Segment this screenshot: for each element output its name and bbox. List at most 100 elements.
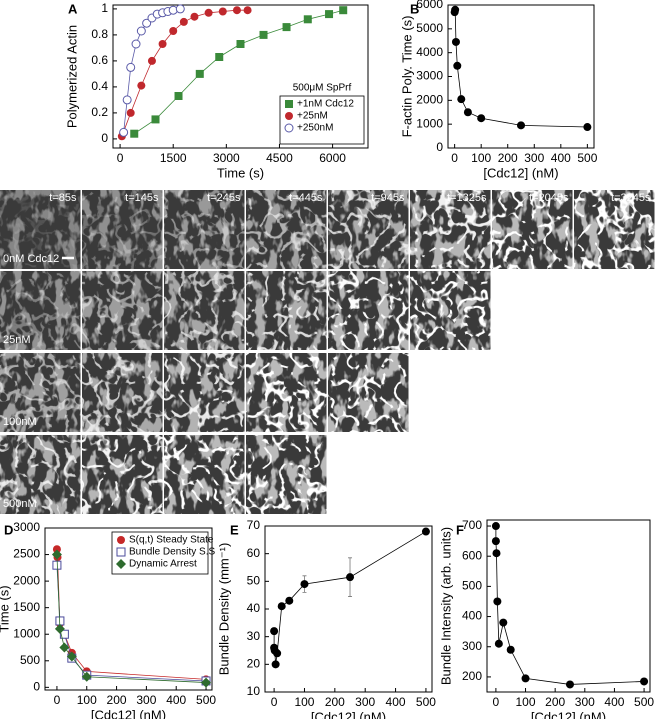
- legend-box: [279, 95, 365, 145]
- image-filaments: [246, 271, 327, 350]
- marker: [136, 26, 146, 36]
- y-tick-label: 2500: [13, 547, 40, 561]
- x-tick-label: 100: [516, 695, 536, 709]
- marker: [325, 10, 334, 19]
- image-filaments: [82, 271, 163, 350]
- image-filaments: [0, 435, 81, 514]
- micrograph: [410, 271, 491, 350]
- x-tick-label: 300: [524, 151, 544, 165]
- marker: [640, 677, 649, 686]
- series-line: [56, 554, 207, 683]
- y-tick-label: 3000: [416, 69, 443, 83]
- x-tick-label: 500: [634, 695, 654, 709]
- micrograph: [574, 190, 655, 269]
- y-tick-label: 2000: [13, 573, 40, 587]
- x-tick-label: 1500: [160, 151, 187, 165]
- y-tick-label: 0.4: [91, 79, 108, 93]
- legend-box: [111, 531, 209, 575]
- image-filaments: [0, 271, 81, 350]
- image-filaments: [82, 190, 163, 269]
- y-tick-label: 0: [101, 131, 108, 145]
- y-tick-label: 1: [101, 1, 108, 15]
- marker: [126, 108, 135, 117]
- marker: [491, 522, 500, 531]
- marker: [451, 5, 460, 14]
- marker: [583, 123, 592, 132]
- x-tick-label: 100: [77, 693, 97, 707]
- x-tick-label: 6000: [319, 151, 346, 165]
- x-tick-label: 4500: [266, 151, 293, 165]
- y-tick-label: 40: [247, 601, 261, 615]
- y-tick-label: 2000: [416, 93, 443, 107]
- y-tick-label: 1000: [13, 626, 40, 640]
- marker: [453, 61, 462, 70]
- y-tick-label: 3000: [13, 520, 40, 534]
- micrograph: [0, 271, 81, 350]
- legend-marker: [284, 123, 294, 133]
- micrograph: [246, 190, 327, 269]
- legend-title: 500μM SpPrf: [293, 83, 352, 94]
- micrograph: [164, 190, 245, 269]
- marker: [277, 602, 286, 611]
- marker: [565, 680, 574, 689]
- y-tick-label: 70: [247, 518, 261, 532]
- row-label: 0nM Cdc12: [3, 253, 59, 265]
- y-tick-label: 4000: [416, 45, 443, 59]
- row-label: 500nM: [3, 498, 37, 510]
- time-label: t=445s: [289, 192, 323, 204]
- micrograph: [82, 353, 163, 432]
- y-tick-label: 600: [462, 548, 482, 562]
- marker: [147, 56, 156, 65]
- x-tick-label: 400: [386, 695, 406, 709]
- micrograph: [0, 190, 81, 269]
- x-axis-label: Time (s): [217, 165, 264, 180]
- image-filaments: [164, 271, 245, 350]
- marker: [52, 545, 61, 554]
- y-tick-label: 700: [462, 518, 482, 532]
- marker: [174, 92, 183, 100]
- marker: [506, 645, 515, 654]
- image-filaments: [0, 190, 81, 269]
- y-axis-label: F-actin Poly. Time (s): [399, 16, 414, 138]
- x-tick-label: 0: [451, 151, 458, 165]
- marker: [137, 81, 146, 90]
- image-filaments: [328, 190, 409, 269]
- x-tick-label: 200: [498, 151, 518, 165]
- time-label: t=945s: [371, 192, 405, 204]
- image-filaments: [164, 353, 245, 432]
- image-filaments: [492, 190, 573, 269]
- marker: [457, 95, 466, 104]
- marker: [463, 108, 472, 117]
- x-tick-label: 400: [551, 151, 571, 165]
- micrograph: [246, 435, 327, 514]
- panel-label: F: [456, 522, 464, 537]
- marker: [494, 639, 503, 648]
- row-label: 25nM: [3, 334, 31, 346]
- y-tick-label: 60: [247, 546, 261, 560]
- marker: [195, 69, 204, 78]
- time-label: t=85s: [49, 192, 77, 204]
- marker: [158, 40, 167, 48]
- x-tick-label: 300: [575, 695, 595, 709]
- y-tick-label: 0: [33, 680, 40, 694]
- micrograph: [328, 271, 409, 350]
- marker: [273, 649, 282, 658]
- x-tick-label: 0: [493, 695, 500, 709]
- y-tick-label: 50: [247, 574, 261, 588]
- micrograph: [82, 190, 163, 269]
- time-label: t=1325s: [447, 192, 487, 204]
- micrograph: [328, 190, 409, 269]
- y-tick-label: 0.2: [91, 105, 108, 119]
- y-tick-label: 200: [462, 669, 482, 683]
- micrograph: [82, 271, 163, 350]
- marker: [236, 40, 245, 48]
- marker: [477, 114, 486, 123]
- x-tick-label: 500: [196, 693, 216, 707]
- image-filaments: [246, 353, 327, 432]
- marker: [201, 677, 212, 688]
- image-filaments: [164, 435, 245, 514]
- x-tick-label: 500: [577, 151, 597, 165]
- marker: [215, 53, 224, 61]
